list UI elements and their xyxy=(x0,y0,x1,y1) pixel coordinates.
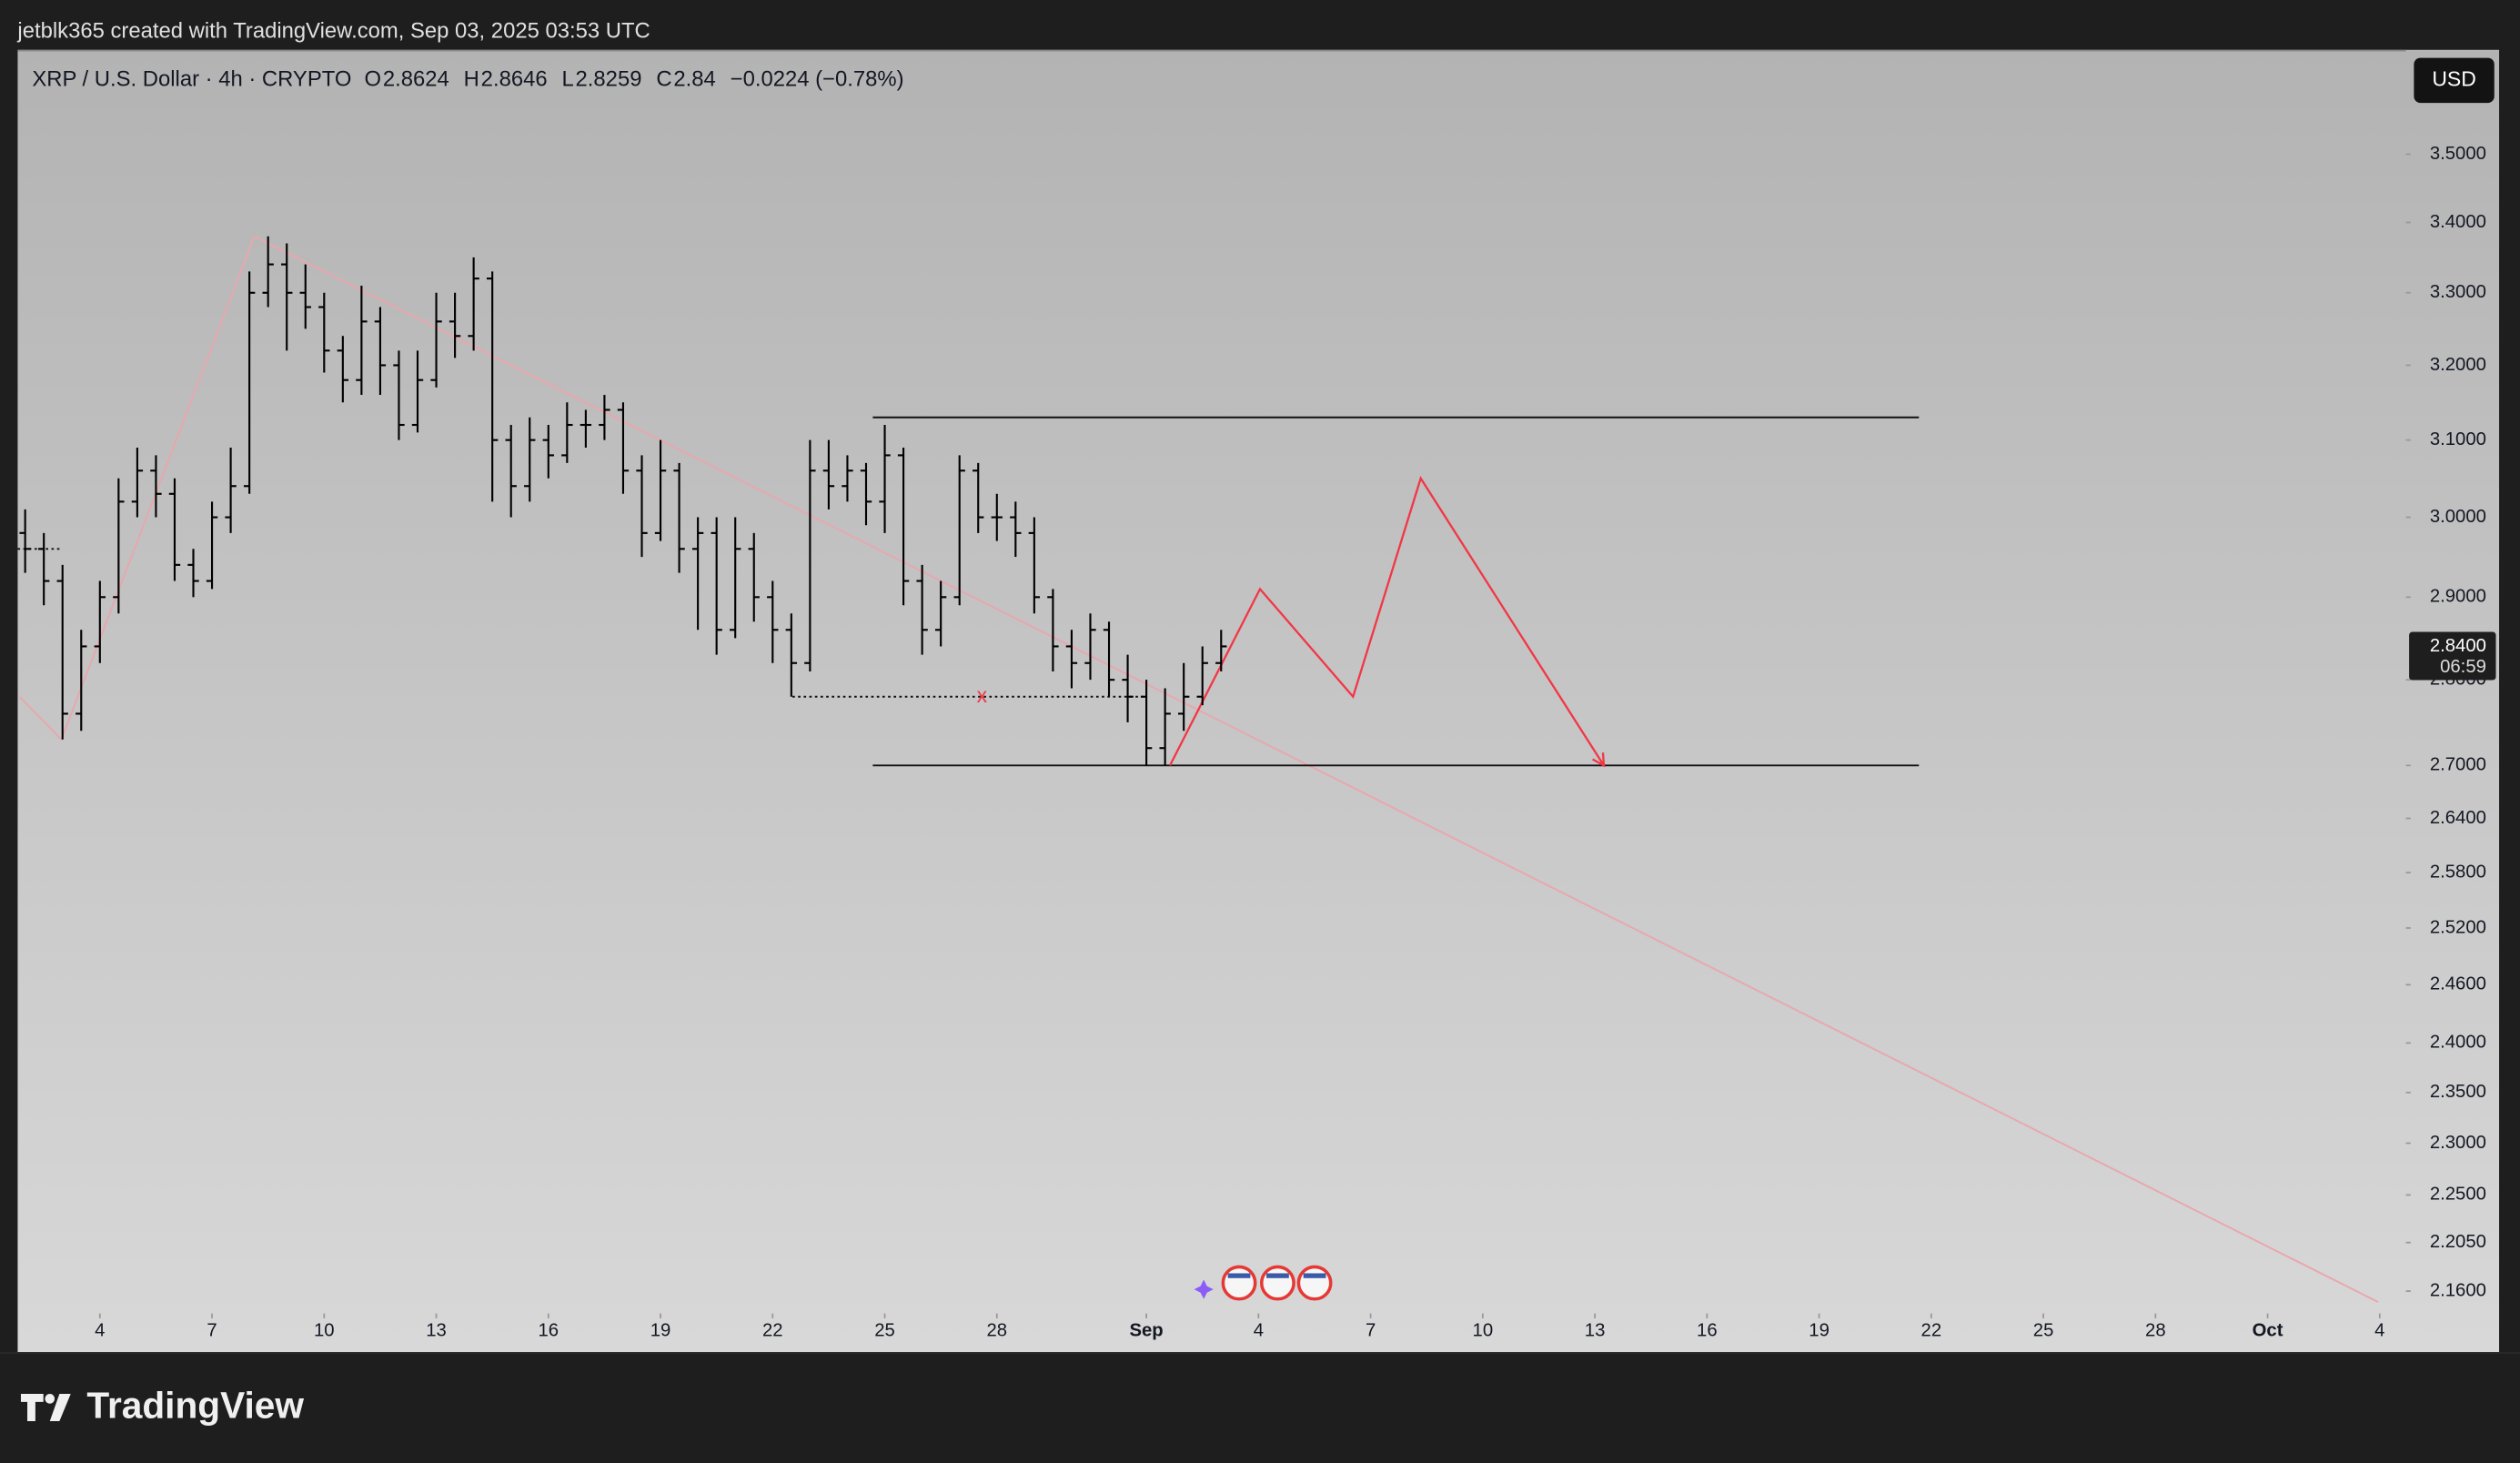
open-key: O xyxy=(365,67,382,92)
y-tick-label: 2.7000 xyxy=(2430,755,2486,775)
x-tick-label: 4 xyxy=(2374,1320,2384,1340)
y-tick-label: 2.5200 xyxy=(2430,917,2486,937)
projection-path xyxy=(1168,476,1605,766)
x-tick-label: 28 xyxy=(986,1320,1007,1340)
y-tick-label: 2.1600 xyxy=(2430,1280,2486,1300)
high-value: 2.8646 xyxy=(481,67,548,92)
y-tick-label: 2.6400 xyxy=(2430,808,2486,828)
arrow-head xyxy=(1592,752,1606,768)
trend-line xyxy=(60,236,256,741)
x-tick-label: 22 xyxy=(1921,1320,1942,1340)
y-tick-label: 3.5000 xyxy=(2430,144,2486,164)
x-tick-label: 10 xyxy=(1473,1320,1494,1340)
x-tick-label: 16 xyxy=(1697,1320,1718,1340)
axes: 3.5000 3.4000 3.3000 3.2000 3.1000 3.0000 2.90… xyxy=(95,144,2496,1340)
x-tick-label: 4 xyxy=(1254,1320,1264,1340)
y-tick-label: 2.4000 xyxy=(2430,1033,2486,1053)
countdown: 06:59 xyxy=(2440,657,2486,677)
flag-stripe xyxy=(1227,1273,1251,1278)
legend: XRP / U.S. Dollar · 4h · CRYPTO O 2.8624 H 2… xyxy=(32,67,903,92)
y-tick-label: 3.2000 xyxy=(2430,355,2486,375)
event-flag[interactable] xyxy=(1296,1265,1333,1301)
chart-panel xyxy=(17,49,2500,1353)
y-tick-label: 2.2500 xyxy=(2430,1185,2486,1205)
currency-label[interactable]: USD xyxy=(2432,66,2475,90)
y-tick-label: 3.1000 xyxy=(2430,429,2486,449)
x-tick-label: 19 xyxy=(1809,1320,1830,1340)
y-tick-label: 2.5800 xyxy=(2430,862,2486,882)
x-tick-label: 13 xyxy=(1585,1320,1606,1340)
x-tick-label: 4 xyxy=(95,1320,105,1340)
trend-line xyxy=(254,235,2379,1303)
x-tick-label: 16 xyxy=(539,1320,559,1340)
y-tick-label: 2.3500 xyxy=(2430,1082,2486,1102)
event-flag[interactable] xyxy=(1260,1265,1295,1301)
x-tick-label: 19 xyxy=(650,1320,671,1340)
last-price-label: 2.8400 xyxy=(2430,636,2486,656)
x-tick-label: 7 xyxy=(207,1320,217,1340)
close-value: 2.84 xyxy=(673,67,715,92)
close-key: C xyxy=(656,67,671,92)
credit: jetblk365 created with TradingView.com, … xyxy=(16,19,650,44)
x-tick-label: Oct xyxy=(2253,1320,2283,1340)
brand-logo xyxy=(20,1394,71,1422)
change: −0.0224 (−0.78%) xyxy=(731,67,904,92)
symbol: XRP / U.S. Dollar · 4h · CRYPTO xyxy=(32,67,351,92)
y-tick-label: 2.3000 xyxy=(2430,1133,2486,1153)
event-flag[interactable] xyxy=(1221,1265,1257,1301)
flag-stripe xyxy=(1303,1273,1326,1278)
x-tick-label: Sep xyxy=(1129,1320,1163,1340)
logo-v xyxy=(49,1394,71,1422)
x-tick-label: 25 xyxy=(874,1320,895,1340)
logo-t xyxy=(20,1394,44,1422)
logo-dot xyxy=(45,1394,55,1404)
y-tick-label: 2.9000 xyxy=(2430,587,2486,607)
y-tick-label: 3.0000 xyxy=(2430,507,2486,527)
x-tick-label: 22 xyxy=(762,1320,783,1340)
x-tick-label: 7 xyxy=(1366,1320,1376,1340)
x-tick-label: 13 xyxy=(426,1320,447,1340)
y-tick-label: 3.4000 xyxy=(2430,212,2486,232)
marker: x xyxy=(977,683,988,707)
low-value: 2.8259 xyxy=(576,67,642,92)
y-tick-label: 3.3000 xyxy=(2430,282,2486,302)
brand: TradingView xyxy=(86,1385,304,1427)
open-value: 2.8624 xyxy=(383,67,449,92)
trend-line xyxy=(18,696,63,741)
y-tick-label: 2.4600 xyxy=(2430,974,2486,994)
x-tick-label: 25 xyxy=(2033,1320,2054,1340)
high-key: H xyxy=(464,67,479,92)
event-spark[interactable] xyxy=(1194,1279,1214,1299)
plot: x xyxy=(17,235,2379,1303)
y-tick-label: 2.2050 xyxy=(2430,1232,2486,1252)
currency-button[interactable] xyxy=(2414,57,2495,104)
x-tick-label: 10 xyxy=(314,1320,335,1340)
low-key: L xyxy=(562,67,574,92)
last-price-box xyxy=(2409,631,2496,681)
flag-stripe xyxy=(1266,1273,1289,1278)
events[interactable] xyxy=(1194,1265,1333,1301)
x-tick-label: 28 xyxy=(2145,1320,2166,1340)
